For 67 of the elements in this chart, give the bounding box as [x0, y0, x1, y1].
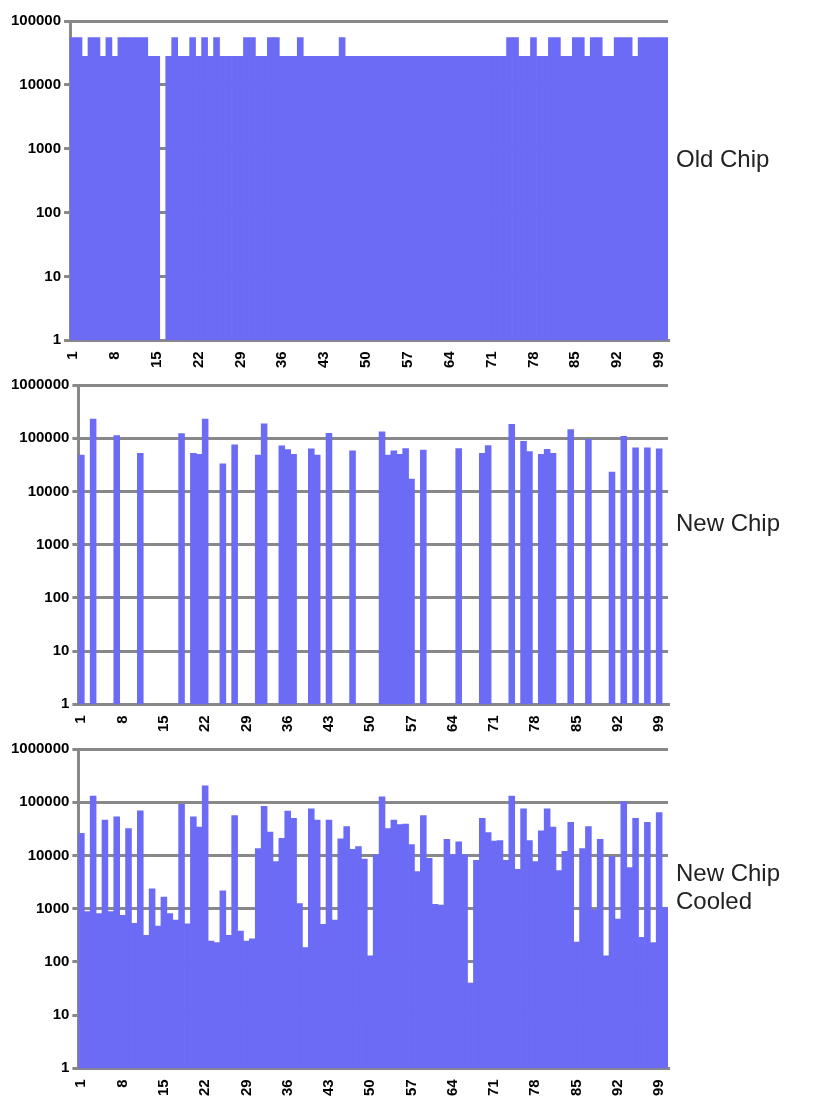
x-tick-label: 78	[525, 1079, 543, 1096]
y-tick-label: 10	[52, 1005, 70, 1023]
y-tick-label: 10	[44, 266, 62, 284]
x-tick-label: 36	[272, 351, 290, 368]
text: New Chip	[676, 509, 781, 537]
y-tick-label: 100	[44, 952, 70, 970]
y-tick-label: 100000	[19, 428, 70, 446]
x-tick-label: 64	[442, 714, 460, 732]
x-tick-label: 43	[319, 1079, 337, 1096]
x-tick-label: 15	[146, 351, 164, 368]
x-tick-label: 8	[112, 1079, 130, 1088]
y-tick-label: 1	[61, 1058, 70, 1076]
y-tick-label: 1000	[36, 898, 70, 916]
y-tick-label: 100	[44, 588, 70, 606]
x-tick-label: 29	[236, 715, 254, 732]
y-tick-label: 100000	[10, 11, 62, 29]
y-tick-label: 10	[52, 641, 70, 659]
x-tick-label: 85	[566, 1079, 584, 1096]
x-tick-label: 64	[442, 1078, 460, 1096]
x-tick-label: 1	[71, 1079, 89, 1088]
y-tick-label: 1000000	[10, 375, 70, 393]
y-tick-label: 1000000	[10, 739, 70, 757]
y-tick-label: 1	[52, 330, 62, 348]
x-tick-label: 50	[360, 1079, 378, 1096]
x-tick-label: 8	[112, 715, 130, 724]
x-tick-label: 92	[608, 715, 626, 732]
x-tick-label: 99	[649, 1079, 667, 1096]
y-tick-label: 100000	[19, 792, 70, 810]
x-tick-label: 57	[401, 715, 419, 732]
x-tick-label: 78	[523, 351, 541, 368]
x-tick-label: 50	[356, 351, 374, 368]
x-tick-label: 57	[398, 351, 416, 368]
x-tick-label: 22	[188, 351, 206, 368]
y-tick-label: 10000	[27, 481, 70, 499]
x-tick-label: 85	[565, 351, 583, 368]
x-tick-label: 50	[360, 715, 378, 732]
x-tick-label: 78	[525, 715, 543, 732]
x-tick-label: 99	[649, 715, 667, 732]
x-tick-label: 1	[71, 715, 89, 724]
x-tick-label: 29	[236, 1079, 254, 1096]
x-tick-label: 85	[566, 715, 584, 732]
x-tick-label: 64	[439, 350, 457, 368]
x-tick-label: 43	[319, 715, 337, 732]
y-tick-label: 1	[61, 694, 70, 712]
x-tick-label: 57	[401, 1079, 419, 1096]
x-tick-label: 92	[607, 351, 625, 368]
y-tick-label: 10000	[19, 75, 62, 92]
x-tick-label: 15	[154, 1079, 172, 1096]
x-tick-label: 15	[154, 715, 172, 732]
x-tick-label: 71	[481, 351, 499, 368]
x-tick-label: 99	[649, 351, 667, 368]
text: Old Chip	[676, 145, 770, 173]
y-tick-label: 10000	[27, 845, 70, 863]
y-tick-label: 1000	[27, 138, 62, 156]
x-tick-label: 92	[608, 1079, 626, 1096]
x-tick-label: 71	[484, 1079, 502, 1096]
y-tick-label: 1000	[36, 534, 70, 552]
x-tick-label: 22	[195, 1079, 213, 1096]
x-tick-label: 36	[277, 715, 295, 732]
x-tick-label: 71	[484, 715, 502, 732]
y-tick-label: 100	[36, 202, 62, 220]
x-tick-label: 36	[277, 1079, 295, 1096]
x-tick-label: 43	[314, 351, 332, 368]
x-tick-label: 8	[105, 351, 123, 360]
text: New Chip Cooled	[676, 859, 781, 915]
x-tick-label: 29	[230, 351, 248, 368]
x-tick-label: 22	[195, 715, 213, 732]
